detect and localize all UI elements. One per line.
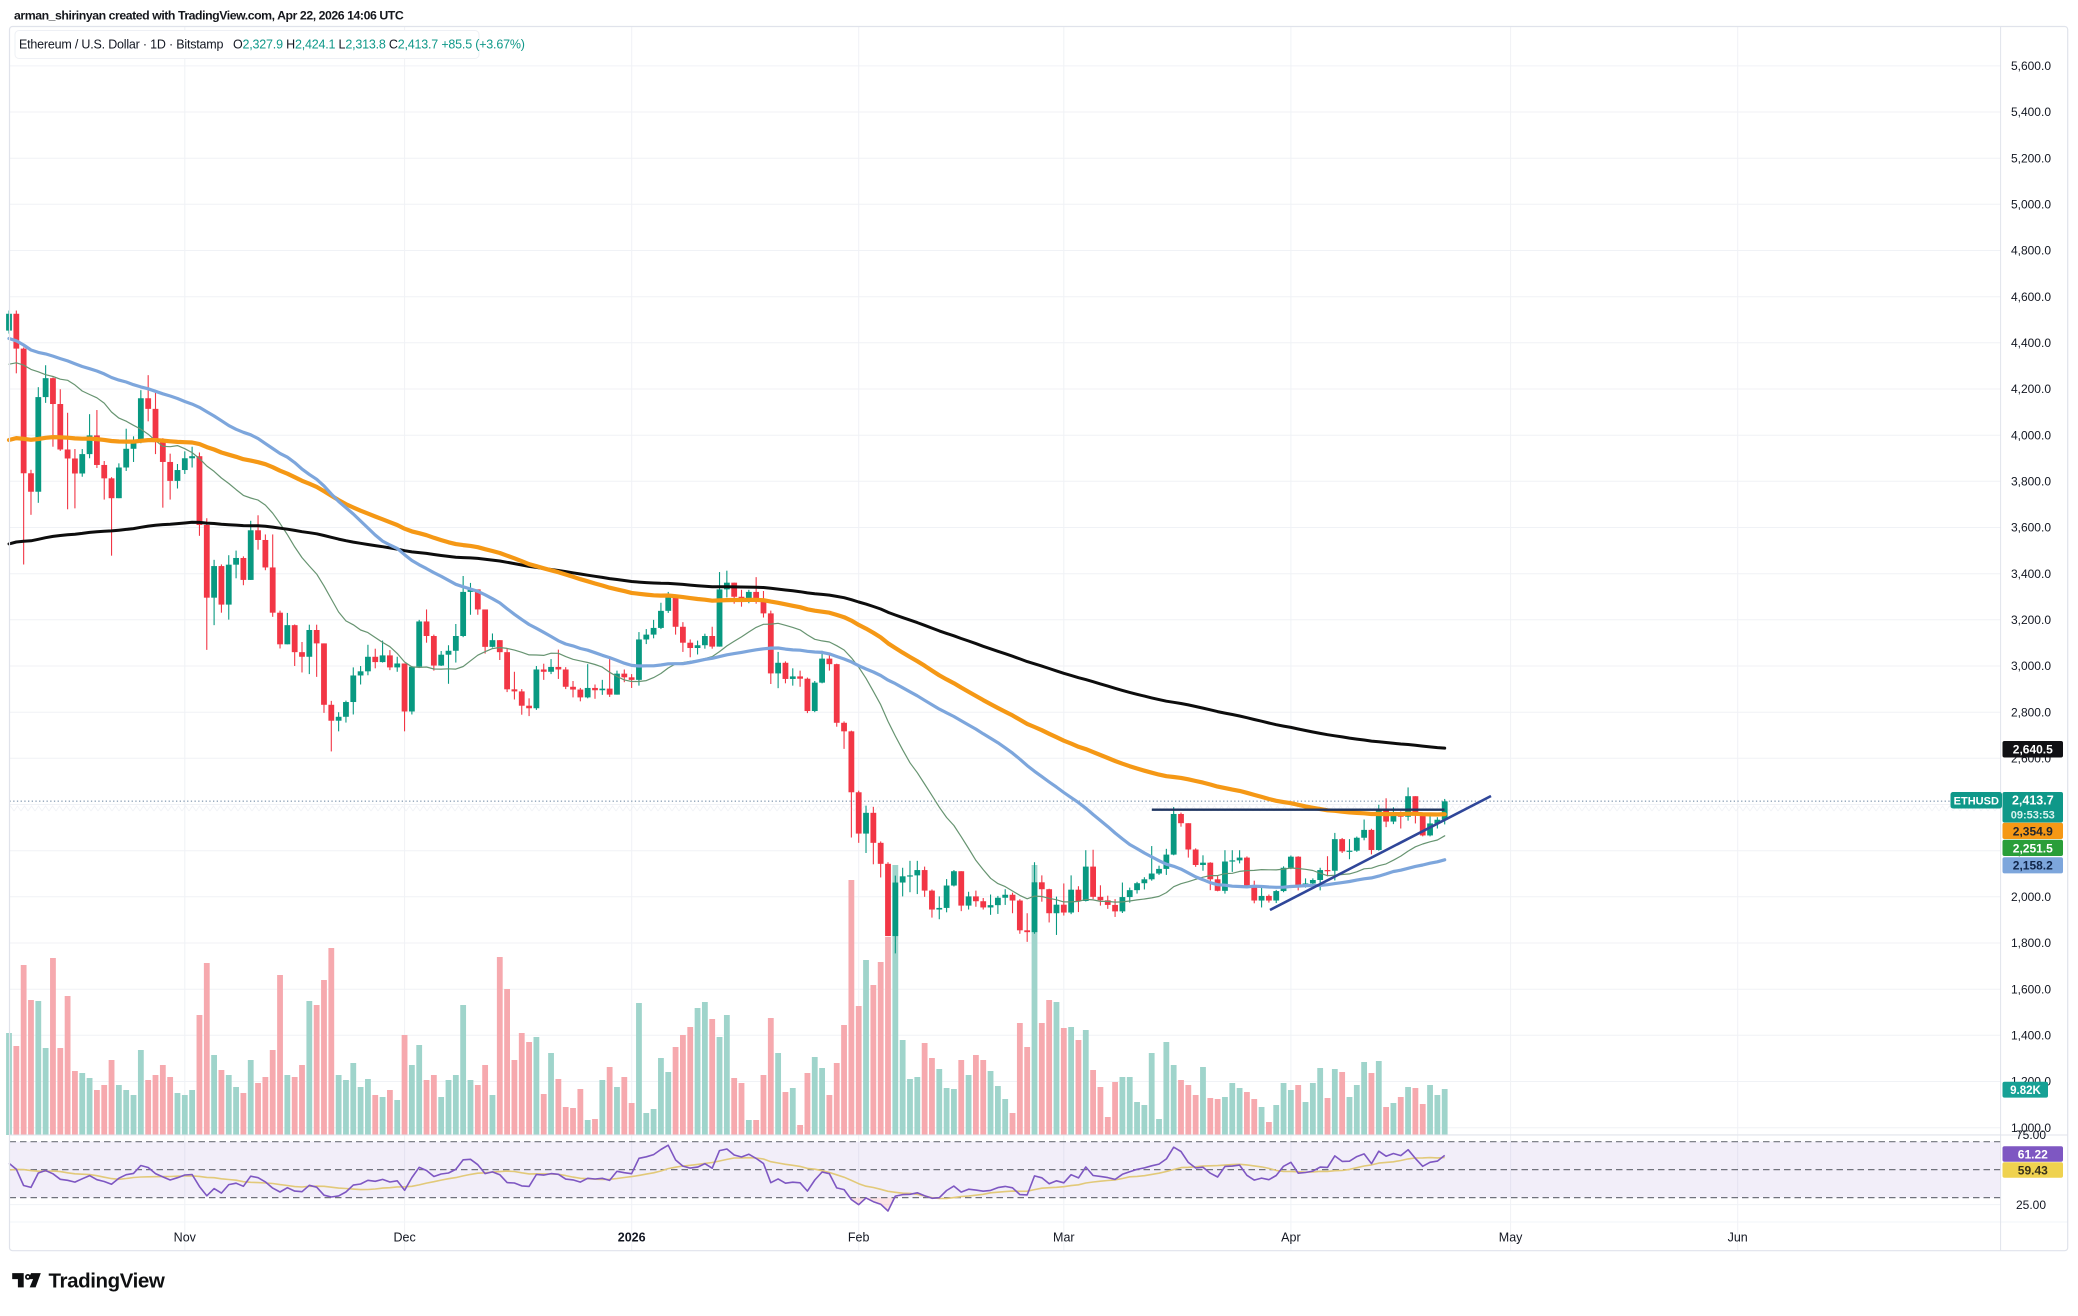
svg-text:1,800.0: 1,800.0 [2011,936,2051,950]
svg-text:1,000.0: 1,000.0 [2011,1121,2051,1135]
svg-text:3,400.0: 3,400.0 [2011,567,2051,581]
svg-text:4,000.0: 4,000.0 [2011,428,2051,442]
svg-text:2,158.2: 2,158.2 [2013,859,2053,873]
svg-text:75.00: 75.00 [2016,1128,2046,1142]
svg-text:2026: 2026 [618,1231,646,1245]
svg-text:2,800.0: 2,800.0 [2011,705,2051,719]
svg-text:O2,327.9 H2,424.1 L2,313.8 C2,: O2,327.9 H2,424.1 L2,313.8 C2,413.7 +85.… [233,38,525,52]
svg-text:5,600.0: 5,600.0 [2011,59,2051,73]
svg-text:Dec: Dec [393,1231,415,1245]
svg-text:May: May [1499,1231,1523,1245]
svg-text:5,200.0: 5,200.0 [2011,151,2051,165]
svg-text:Ethereum / U.S. Dollar · 1D ·: Ethereum / U.S. Dollar · 1D · Bitstamp [19,38,224,52]
svg-text:Mar: Mar [1053,1231,1075,1245]
svg-text:61.22: 61.22 [2018,1147,2048,1161]
svg-text:2,000.0: 2,000.0 [2011,890,2051,904]
svg-text:3,800.0: 3,800.0 [2011,475,2051,489]
svg-text:3,200.0: 3,200.0 [2011,613,2051,627]
svg-text:59.43: 59.43 [2018,1163,2048,1177]
svg-text:2,251.5: 2,251.5 [2013,841,2053,855]
svg-text:5,400.0: 5,400.0 [2011,105,2051,119]
svg-text:4,800.0: 4,800.0 [2011,244,2051,258]
svg-text:TradingView: TradingView [49,1270,165,1293]
svg-text:3,000.0: 3,000.0 [2011,659,2051,673]
svg-text:4,600.0: 4,600.0 [2011,290,2051,304]
svg-text:2,640.5: 2,640.5 [2013,743,2053,757]
svg-text:Nov: Nov [174,1231,197,1245]
svg-text:5,000.0: 5,000.0 [2011,198,2051,212]
svg-text:4,200.0: 4,200.0 [2011,382,2051,396]
svg-text:arman_shirinyan created with T: arman_shirinyan created with TradingView… [14,9,404,23]
svg-text:2,354.9: 2,354.9 [2013,824,2053,838]
svg-text:ETHUSD: ETHUSD [1954,796,1999,808]
svg-text:9.82K: 9.82K [2010,1085,2041,1097]
svg-text:4,400.0: 4,400.0 [2011,336,2051,350]
svg-text:2,413.7: 2,413.7 [2012,794,2054,808]
svg-text:Apr: Apr [1281,1231,1300,1245]
svg-text:1,600.0: 1,600.0 [2011,982,2051,996]
svg-text:Feb: Feb [848,1231,870,1245]
svg-text:1,400.0: 1,400.0 [2011,1029,2051,1043]
svg-text:3,600.0: 3,600.0 [2011,521,2051,535]
svg-text:Jun: Jun [1728,1231,1748,1245]
svg-text:25.00: 25.00 [2016,1198,2046,1212]
svg-text:09:53:53: 09:53:53 [2011,810,2055,822]
